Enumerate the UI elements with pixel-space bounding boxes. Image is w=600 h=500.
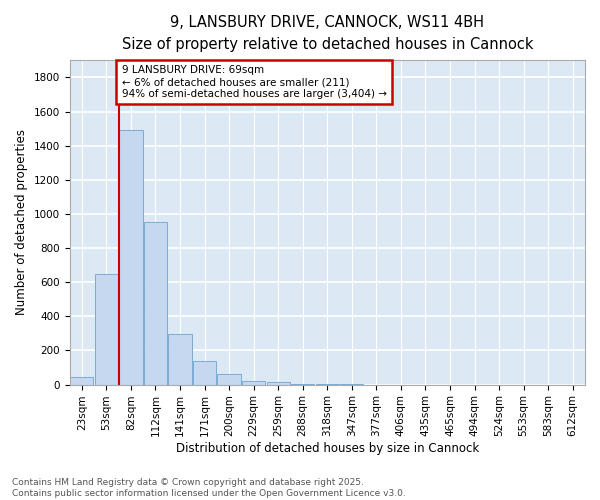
Bar: [169, 334, 191, 384]
Y-axis label: Number of detached properties: Number of detached properties: [15, 130, 28, 316]
Title: 9, LANSBURY DRIVE, CANNOCK, WS11 4BH
Size of property relative to detached house: 9, LANSBURY DRIVE, CANNOCK, WS11 4BH Siz…: [122, 15, 533, 52]
Bar: [119, 130, 143, 384]
X-axis label: Distribution of detached houses by size in Cannock: Distribution of detached houses by size …: [176, 442, 479, 455]
Bar: [217, 374, 241, 384]
Bar: [242, 381, 265, 384]
Bar: [193, 360, 216, 384]
Bar: [95, 274, 118, 384]
Text: 9 LANSBURY DRIVE: 69sqm
← 6% of detached houses are smaller (211)
94% of semi-de: 9 LANSBURY DRIVE: 69sqm ← 6% of detached…: [122, 66, 386, 98]
Text: Contains HM Land Registry data © Crown copyright and database right 2025.
Contai: Contains HM Land Registry data © Crown c…: [12, 478, 406, 498]
Bar: [266, 382, 290, 384]
Bar: [144, 222, 167, 384]
Bar: [70, 377, 94, 384]
